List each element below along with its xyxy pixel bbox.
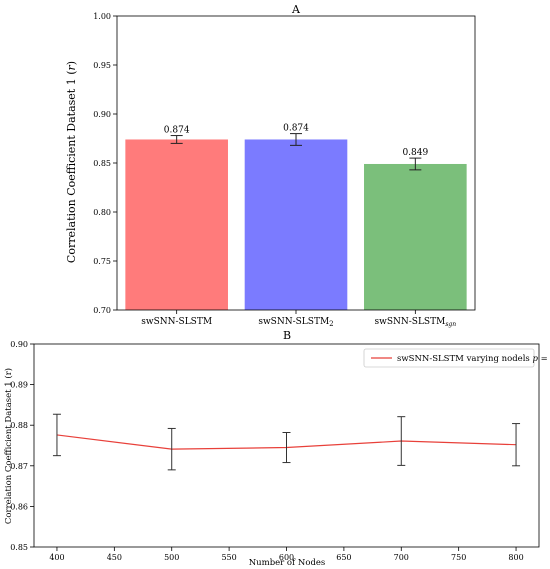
- legend-entry: swSNN-SLSTM varying nodels p = 0.63: [397, 354, 550, 364]
- x-tick-label: 400: [49, 553, 64, 562]
- data-label: 0.849: [402, 148, 428, 158]
- y-tick-label: 1.00: [93, 12, 111, 21]
- y-tick-label: 0.88: [10, 421, 28, 430]
- panel-b: B Correlation Coefficient Dataset 1 (r) …: [3, 329, 550, 568]
- x-tick-label: 550: [221, 553, 236, 562]
- x-tick-label: 650: [336, 553, 351, 562]
- chart-a-ylabel: Correlation Coefficient Dataset 1 (r): [65, 61, 78, 263]
- y-tick-label: 0.87: [10, 462, 28, 471]
- panel-a: A Correlation Coefficient Dataset 1 (r) …: [65, 3, 476, 328]
- x-tick-label: swSNN-SLSTM: [141, 317, 212, 327]
- y-tick-label: 0.90: [93, 110, 111, 119]
- x-tick-label: 700: [394, 553, 409, 562]
- chart-b-ylabel: Correlation Coefficient Dataset 1 (r): [3, 368, 14, 524]
- x-tick-label: swSNN-SLSTM2: [258, 317, 333, 328]
- y-tick-label: 0.85: [93, 159, 111, 168]
- chart-b-title: B: [283, 329, 291, 342]
- x-tick-label: 450: [107, 553, 122, 562]
- x-tick-label: 800: [508, 553, 523, 562]
- chart-a-title: A: [291, 3, 301, 16]
- y-tick-label: 0.86: [10, 502, 28, 511]
- data-label: 0.874: [164, 126, 190, 136]
- y-tick-label: 0.80: [93, 208, 111, 217]
- chart-b-frame: [33, 343, 540, 548]
- x-tick-label: 500: [164, 553, 179, 562]
- y-tick-label: 0.89: [10, 381, 28, 390]
- chart-b-legend: swSNN-SLSTM varying nodels p = 0.63: [363, 348, 550, 368]
- x-tick-label: 600: [279, 553, 294, 562]
- bar: [244, 139, 348, 310]
- data-label: 0.874: [283, 124, 309, 134]
- y-tick-label: 0.90: [10, 340, 28, 349]
- x-tick-label: 750: [451, 553, 466, 562]
- bar: [125, 139, 228, 310]
- y-tick-label: 0.75: [93, 257, 111, 266]
- chart-a-frame: [116, 15, 476, 311]
- y-tick-label: 0.70: [93, 306, 111, 315]
- bar: [364, 163, 467, 310]
- chart-b-xlabel: Number of Nodes: [249, 558, 326, 568]
- x-tick-label: swSNN-SLSTMsgn: [375, 317, 457, 328]
- y-tick-label: 0.85: [10, 543, 28, 552]
- y-tick-label: 0.95: [93, 61, 111, 70]
